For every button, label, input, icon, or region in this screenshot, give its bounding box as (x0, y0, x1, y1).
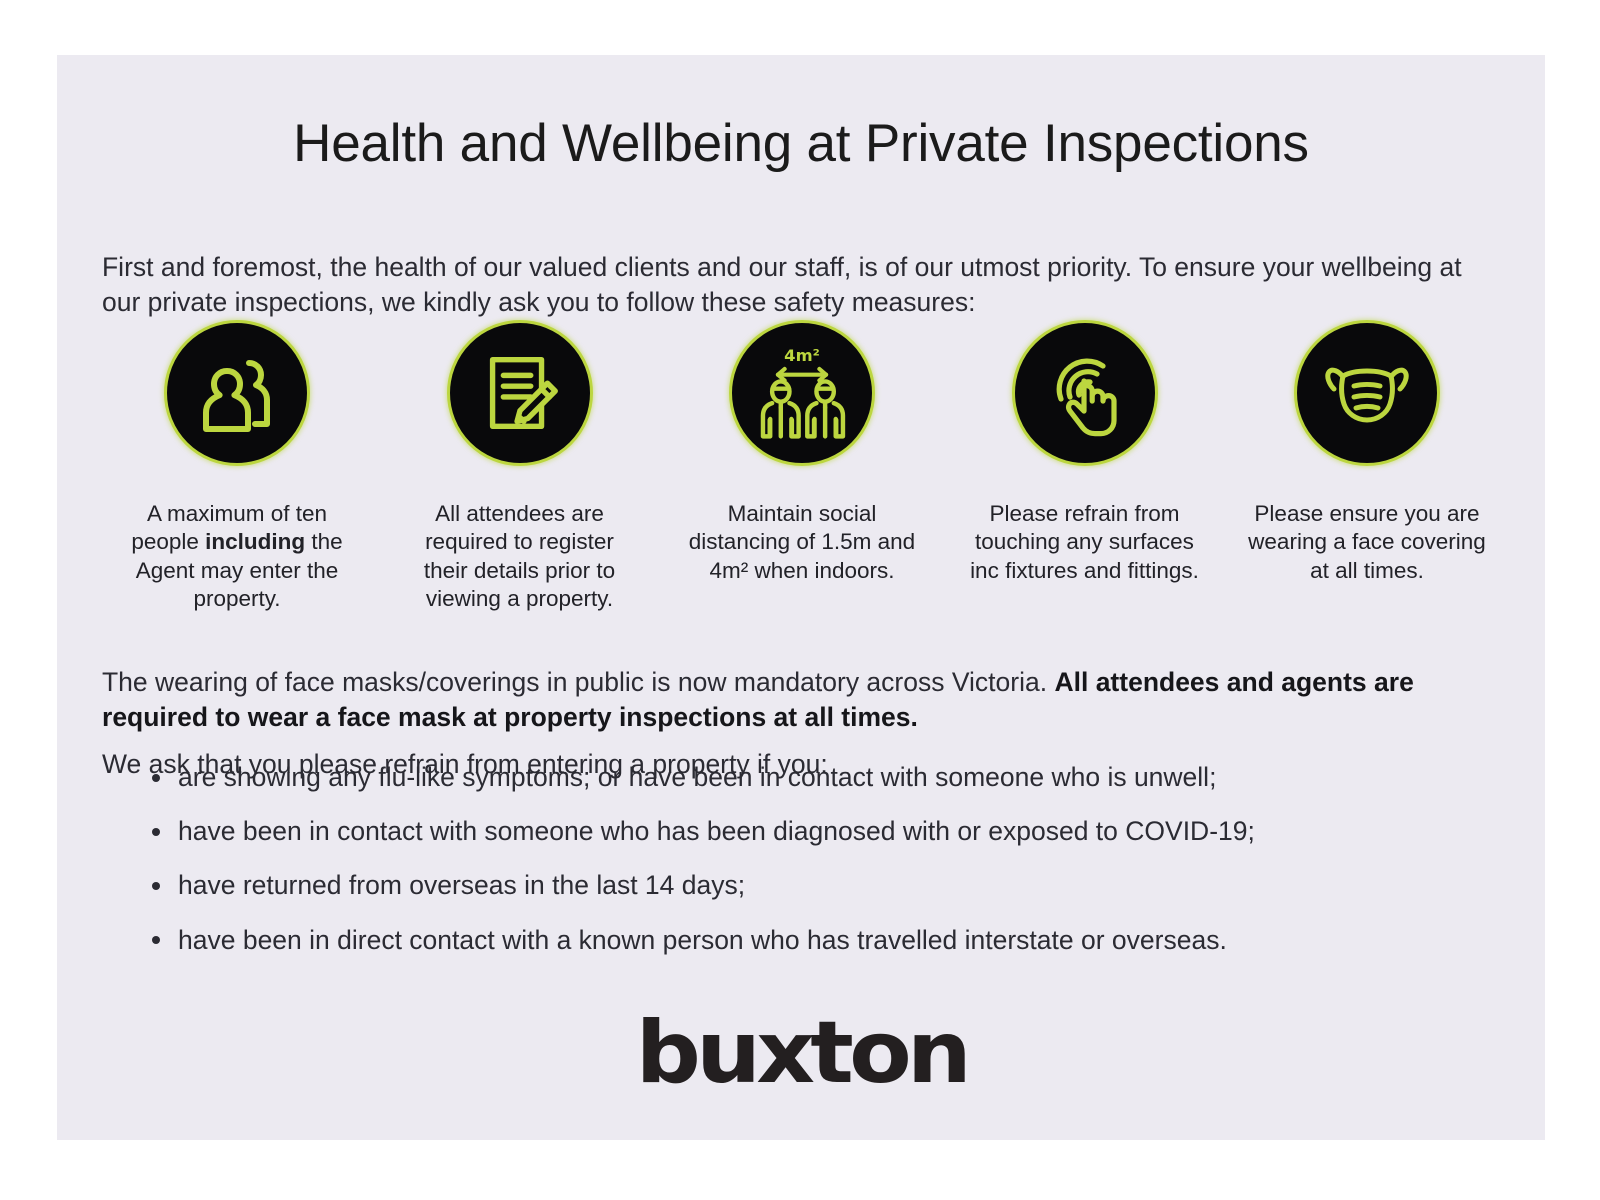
caption-text-post: the Agent may enter the property. (135, 529, 343, 612)
measure-caption: Please ensure you are wearing a face cov… (1248, 501, 1486, 583)
measure-item-face-mask: Please ensure you are wearing a face cov… (1232, 320, 1502, 585)
measure-item-distancing: 4m² Maintain social distancing of 1.5m a… (667, 320, 937, 585)
measure-item-no-touch: Please refrain from touching any surface… (950, 320, 1220, 585)
bullet-icon (152, 773, 160, 782)
mask-mandate-normal: The wearing of face masks/coverings in p… (102, 666, 1055, 697)
poster-card: Health and Wellbeing at Private Inspecti… (57, 55, 1545, 1140)
list-item: have been in direct contact with a known… (102, 923, 1502, 958)
bullet-icon (152, 828, 160, 836)
social-distancing-icon: 4m² (729, 320, 875, 466)
touch-surface-icon (1011, 320, 1158, 466)
intro-paragraph: First and foremost, the health of our va… (102, 251, 1462, 317)
footer-logo: buxton (57, 1010, 1545, 1096)
list-item-text: are showing any flu-like symptoms; or ha… (178, 762, 1217, 792)
list-item: have returned from overseas in the last … (102, 868, 1502, 903)
svg-text:4m²: 4m² (784, 346, 820, 365)
measure-caption: All attendees are required to register t… (423, 501, 616, 612)
measure-item-register: All attendees are required to register t… (385, 320, 655, 613)
two-people-icon (164, 320, 310, 466)
caption-text-pre: A maximum of ten people (131, 501, 328, 555)
measure-caption: A maximum of ten people including the Ag… (123, 500, 351, 613)
face-mask-icon (1294, 320, 1440, 466)
measure-caption: Maintain social distancing of 1.5m and 4… (688, 501, 916, 583)
document-pencil-icon (446, 320, 593, 466)
list-item: have been in contact with someone who ha… (102, 814, 1502, 849)
list-item-text: have been in direct contact with a known… (178, 924, 1227, 955)
measure-item-max-people: A maximum of ten people including the Ag… (102, 320, 372, 613)
refrain-lead-in: We ask that you please refrain from ente… (102, 748, 828, 779)
bullet-icon (152, 882, 160, 891)
safety-measures-row: A maximum of ten people including the Ag… (102, 320, 1502, 613)
refrain-conditions-list: are showing any flu-like symptoms; or ha… (102, 760, 1502, 977)
buxton-logo-text: buxton (635, 1003, 971, 1103)
list-item-text: have been in contact with someone who ha… (178, 816, 1255, 847)
page-title: Health and Wellbeing at Private Inspecti… (293, 114, 1309, 173)
list-item-text: have returned from overseas in the last … (178, 870, 746, 901)
mask-mandate-paragraph: The wearing of face masks/coverings in p… (102, 665, 1502, 735)
mask-mandate-bold: All attendees and agents are required to… (102, 666, 1414, 732)
caption-text-bold: including (205, 529, 306, 555)
bullet-icon (152, 936, 160, 945)
list-item: are showing any flu-like symptoms; or ha… (102, 760, 1502, 795)
measure-caption: Please refrain from touching any surface… (970, 501, 1199, 583)
